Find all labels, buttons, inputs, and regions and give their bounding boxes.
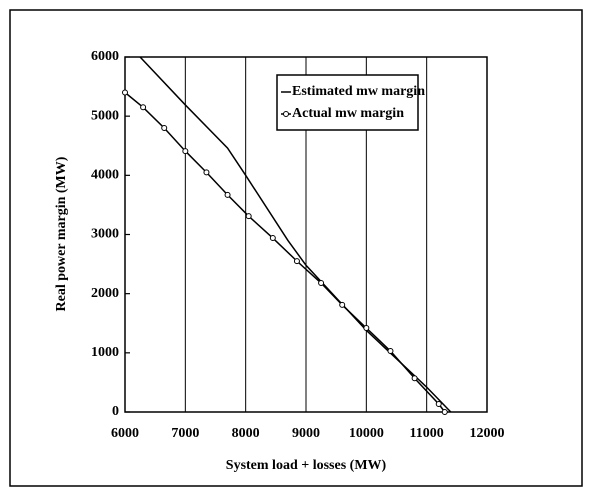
- point-marker: [269, 235, 276, 242]
- legend-label: Estimated mw margin: [292, 84, 425, 99]
- legend-box: [276, 74, 419, 131]
- x-axis-label: System load + losses (MW): [226, 458, 387, 473]
- y-tick-label: 6000: [91, 49, 119, 64]
- y-tick-label: 3000: [91, 227, 119, 242]
- y-tick-label: 5000: [91, 108, 119, 123]
- point-marker: [363, 324, 370, 331]
- point-marker: [441, 409, 448, 415]
- x-tick-label: 8000: [232, 426, 260, 441]
- x-tick-label: 6000: [111, 426, 139, 441]
- x-tick-label: 10000: [349, 426, 384, 441]
- x-tick-label: 12000: [470, 426, 505, 441]
- point-marker: [161, 125, 168, 131]
- point-marker: [140, 104, 147, 111]
- series-line: [124, 91, 446, 413]
- y-axis-label: Real power margin (MW): [54, 156, 69, 311]
- y-tick-label: 2000: [91, 286, 119, 301]
- x-tick-label: 9000: [292, 426, 320, 441]
- y-tick-label: 4000: [91, 168, 119, 183]
- legend-label: Actual mw margin: [292, 106, 404, 121]
- point-marker: [224, 191, 231, 198]
- y-tick-label: 0: [112, 404, 119, 419]
- point-marker: [293, 258, 300, 265]
- point-marker: [318, 280, 325, 287]
- point-marker: [387, 348, 394, 355]
- legend-marker: [283, 111, 289, 117]
- point-marker: [203, 169, 210, 176]
- point-marker: [182, 148, 189, 155]
- x-tick-label: 11000: [410, 426, 444, 441]
- point-marker: [339, 301, 346, 308]
- point-marker: [411, 375, 418, 382]
- point-marker: [435, 401, 442, 408]
- frame: [9, 9, 583, 487]
- x-tick-label: 7000: [171, 426, 199, 441]
- y-tick-label: 1000: [91, 345, 119, 360]
- point-marker: [245, 213, 252, 220]
- point-marker: [122, 89, 128, 96]
